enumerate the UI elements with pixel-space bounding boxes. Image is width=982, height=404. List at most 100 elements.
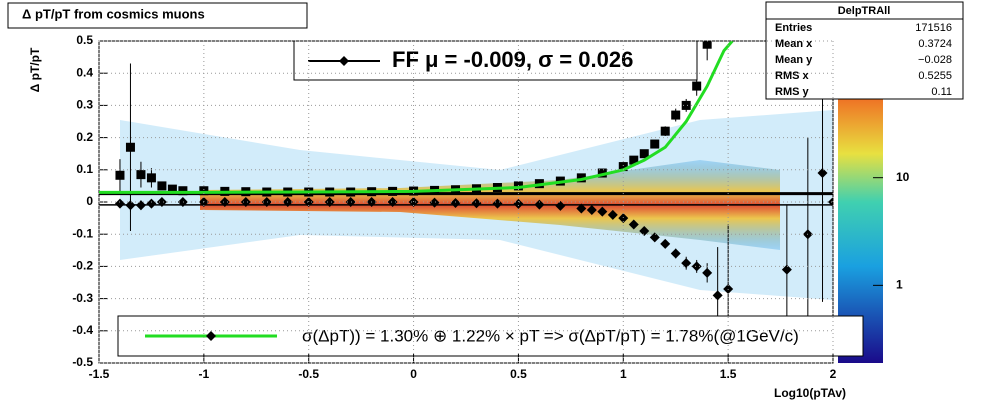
point [471,198,482,209]
point [324,197,335,207]
point [125,142,135,152]
point [576,203,587,214]
point [817,168,828,179]
x-tick-label: 0.5 [510,367,527,381]
stats-value: −0.028 [918,54,952,66]
point [597,168,607,178]
stats-box: DelpTRAll [765,1,964,100]
point [167,184,177,194]
point [115,170,125,180]
y-tick-label: 0.2 [76,130,93,144]
point [639,149,649,159]
stats-value: 0.5255 [918,70,952,82]
point [618,213,629,224]
y-tick-label: 0.1 [76,162,93,176]
point [702,267,713,278]
point [586,205,597,216]
point [450,197,461,208]
y-tick-label: -0.1 [72,226,93,240]
x-tick-label: 2 [830,367,837,381]
y-tick-label: 0 [86,194,93,208]
stats-label: Mean x [775,38,813,50]
stats-value: 0.11 [931,86,952,98]
point [618,162,628,172]
point [649,232,660,243]
point [576,173,586,183]
point [513,198,524,209]
point [156,197,167,207]
x-tick-label: -1.5 [89,367,110,381]
z-tick-label: 1 [896,278,903,292]
legend-bottom: σ(ΔpT)) = 1.30% ⊕ 1.22% × pT => σ(ΔpT/pT… [117,315,864,357]
point [702,41,712,49]
point [629,155,639,165]
point [681,258,692,269]
x-tick-label: -0.5 [298,367,319,381]
x-tick-label: 1.5 [720,367,737,381]
point [157,181,167,191]
point [828,197,833,207]
point [607,209,618,220]
stats-value: 0.3724 [918,38,952,50]
chart-title: Δ pT/pT from cosmics muons [22,6,205,21]
legend-marker [339,56,349,66]
stats-label: RMS y [775,86,810,98]
stats-label: RMS x [775,70,810,82]
point [125,200,136,211]
stats-value: 171516 [915,22,952,34]
point [670,248,681,259]
point [712,290,723,301]
point [639,225,650,236]
point [240,197,251,207]
stats-title: DelpTRAll [838,5,891,17]
point [136,170,146,180]
point [146,173,156,183]
point [650,139,660,149]
point [387,197,398,207]
point [219,197,230,207]
point [660,126,670,136]
point [692,81,702,91]
z-tick-label: 10 [896,170,910,184]
point [671,110,681,120]
point [681,100,691,110]
y-tick-label: 0.3 [76,98,93,112]
stats-frame [765,1,964,100]
point [534,199,545,210]
legend-marker [206,331,216,341]
y-tick-label: 0.4 [76,65,93,79]
point [492,198,503,209]
x-tick-label: -1 [199,367,210,381]
x-tick-label: 1 [620,367,627,381]
y-tick-label: -0.4 [72,323,93,337]
x-axis-label: Log10(pTAv) [774,386,846,400]
legend-label: FF μ = -0.009, σ = 0.026 [392,47,633,72]
point [597,206,608,217]
point [691,261,702,272]
y-tick-label: -0.3 [72,291,93,305]
point [555,200,566,211]
point [628,219,639,230]
stats-label: Entries [775,22,812,34]
point [345,197,356,207]
stats-label: Mean y [775,54,813,66]
point [177,197,188,207]
point [781,264,792,275]
point [429,197,440,208]
y-tick-label: -0.5 [72,355,93,369]
point [178,186,188,196]
title-box [7,2,308,29]
y-tick-label: 0.5 [76,33,93,47]
y-axis-label: Δ pT/pT [28,47,42,92]
legend-label: σ(ΔpT)) = 1.30% ⊕ 1.22% × pT => σ(ΔpT/pT… [302,326,799,345]
point [146,198,157,209]
point [660,238,671,249]
point [261,197,272,207]
point [723,283,734,294]
point [199,186,209,196]
legend-top: FF μ = -0.009, σ = 0.026 [293,40,698,81]
x-tick-label: 0 [410,367,417,381]
y-tick-label: -0.2 [72,259,93,273]
point [135,200,146,211]
